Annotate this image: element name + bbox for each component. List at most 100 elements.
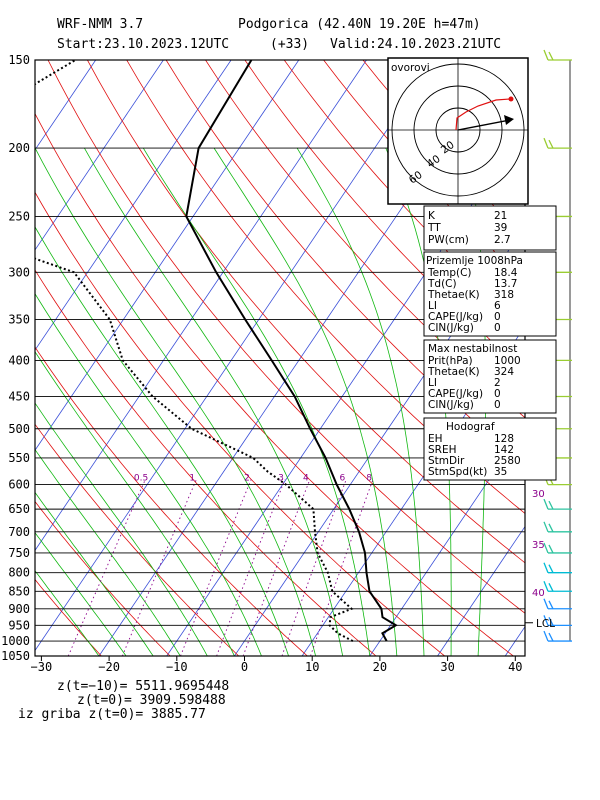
stability-index-panel: K 21 TT 39 PW(cm) 2.7 Prizemlje 1008hPaTemp(C)… <box>423 205 557 481</box>
index-value: 21 <box>494 210 507 222</box>
index-label: PW(cm) <box>428 234 469 246</box>
surface-box <box>423 251 557 337</box>
wind-barb-feather <box>543 581 549 592</box>
hodograph-box-value: 2580 <box>494 455 521 467</box>
surface-box-label: CAPE(J/kg) <box>428 311 483 323</box>
saturated-adiabat <box>35 570 100 656</box>
wind-barb-feather <box>548 617 554 626</box>
surface-box-label: Thetae(K) <box>427 289 480 301</box>
storm-motion-arrowhead <box>504 115 514 125</box>
temperature-tick-label: 30 <box>440 660 454 674</box>
pressure-tick-label: 400 <box>8 353 30 367</box>
dry-adiabat <box>35 269 377 656</box>
temperature-tick-label: −10 <box>166 660 188 674</box>
index-label: TT <box>427 222 441 234</box>
saturated-adiabat <box>35 448 181 656</box>
hodograph-box-label: EH <box>428 433 443 445</box>
surface-box-value: 318 <box>494 289 514 301</box>
max-instability-box-value: 0 <box>494 399 501 411</box>
forecast-lead: (+33) <box>270 37 309 52</box>
pressure-tick-label: 900 <box>8 602 30 616</box>
speed-label: 40 <box>532 588 545 599</box>
max-instability-box-value: 1000 <box>494 355 521 367</box>
isotherm <box>573 60 600 656</box>
hodograph-box-value: 35 <box>494 466 507 478</box>
surface-box-value: 13.7 <box>494 278 517 290</box>
temperature-tick-label: −20 <box>98 660 120 674</box>
hodograph-box-value: 128 <box>494 433 514 445</box>
surface-box-value: 6 <box>494 300 501 312</box>
mixing-ratio-line <box>180 479 252 656</box>
index-label: K <box>428 210 436 222</box>
mixing-ratio-labels: 0.5 1 2 3 4 6 8 <box>134 474 372 484</box>
footer-line: z(t=0)= 3909.598488 <box>77 693 226 708</box>
surface-box-value: 18.4 <box>494 267 518 279</box>
pressure-tick-label: 200 <box>8 141 30 155</box>
saturated-adiabat <box>213 147 398 656</box>
isotherm <box>369 425 525 656</box>
hodograph-box-label: SREH <box>428 444 457 456</box>
wind-barb-feather <box>548 564 554 574</box>
wind-barb-feather <box>543 521 549 533</box>
hodograph-endpoint <box>508 96 514 102</box>
index-value: 39 <box>494 222 507 234</box>
wind-barb-feather <box>543 630 549 642</box>
isotherm <box>437 525 525 656</box>
dewpoint-profile <box>35 60 354 642</box>
wind-barb-feather <box>543 598 549 610</box>
max-instability-box-label: Prit(hPa) <box>428 355 473 367</box>
surface-box-value: 0 <box>494 311 501 323</box>
hodograph-box-label: StmDir <box>428 455 465 467</box>
temperature-tick-label: 20 <box>373 660 387 674</box>
temperature-tick-label: 10 <box>305 660 319 674</box>
pressure-tick-label: 500 <box>8 422 30 436</box>
pressure-tick-label: 950 <box>8 618 30 632</box>
wind-barb-feather <box>548 51 554 61</box>
surface-box-label: LI <box>428 300 437 312</box>
saturated-adiabat <box>296 147 425 656</box>
wind-barb-feather <box>548 582 554 592</box>
valid-hour: 21UTC <box>462 37 501 52</box>
mixing-ratio-label: 6 <box>339 474 345 484</box>
surface-box-value: 0 <box>494 322 501 334</box>
speed-label: 30 <box>532 489 545 500</box>
mixing-ratio-label: 8 <box>366 474 372 484</box>
wind-barb-feather <box>548 632 554 642</box>
lcl-label: LCL <box>536 618 555 630</box>
pressure-tick-label: 1050 <box>1 649 30 663</box>
wind-barb-feather <box>543 49 549 61</box>
dry-adiabat <box>35 346 308 656</box>
model-name: WRF-NMM 3.7 <box>57 17 143 32</box>
pressure-tick-label: 650 <box>8 502 30 516</box>
mixing-ratio-label: 2 <box>244 474 250 484</box>
mixing-ratio-line <box>216 479 286 656</box>
saturated-adiabat <box>35 402 208 656</box>
wind-barb-feather <box>543 498 549 510</box>
isotherm <box>35 60 232 351</box>
axes: 1502002503003504004505005506006507007508… <box>1 53 522 674</box>
surface-box-label: Td(C) <box>427 278 457 290</box>
chart-header: WRF-NMM 3.7 Podgorica (42.40N 19.20E h=4… <box>57 17 501 52</box>
isotherm <box>35 60 367 552</box>
speed-label: 35 <box>532 540 545 551</box>
mixing-ratio-label: 4 <box>303 474 309 484</box>
pressure-tick-label: 550 <box>8 451 30 465</box>
max-instability-box-label: LI <box>428 377 437 389</box>
hodograph-box-title: Hodograf <box>446 421 495 433</box>
wind-barb-feather <box>543 137 549 149</box>
temperature-profile <box>185 60 398 642</box>
pressure-tick-label: 1000 <box>1 634 30 648</box>
max-instability-box-label: Thetae(K) <box>427 366 480 378</box>
surface-box-title: Prizemlje 1008hPa <box>426 255 523 267</box>
station-name: Podgorica (42.40N 19.20E h=47m) <box>238 17 481 32</box>
pressure-tick-label: 350 <box>8 313 30 327</box>
surface-box-label: Temp(C) <box>427 267 472 279</box>
hodograph-box-label: StmSpd(kt) <box>428 466 487 478</box>
saturated-adiabat <box>35 531 127 656</box>
surface-box-label: CIN(J/kg) <box>428 322 474 334</box>
saturated-adiabat <box>35 491 154 656</box>
max-instability-box-title: Max nestabilnost <box>428 343 517 355</box>
